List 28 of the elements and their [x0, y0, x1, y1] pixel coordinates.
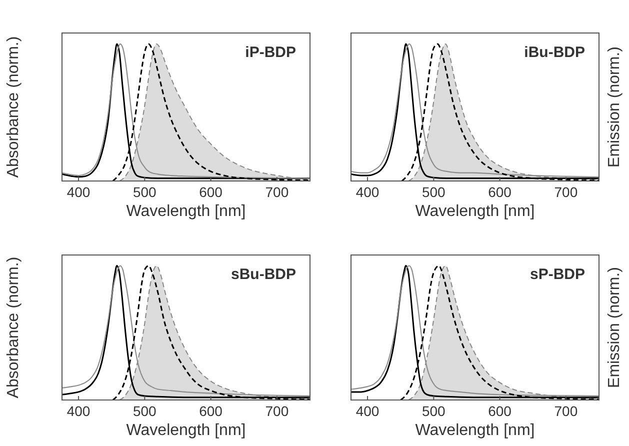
x-axis-title: Wavelength [nm]: [126, 203, 246, 220]
y-axis-title: Absorbance (norm.): [5, 256, 22, 398]
annotation: sBu-BDP: [230, 266, 296, 283]
y2-axis-title: Emission (norm.): [606, 267, 624, 388]
x-tick-label: 400: [356, 403, 380, 419]
x-tick-label: 600: [199, 184, 223, 200]
x-tick-label: 600: [488, 184, 512, 200]
y-axis-title: Absorbance (norm.): [5, 36, 22, 178]
annotation: iP-BDP: [245, 44, 296, 61]
x-tick-label: 500: [422, 403, 446, 419]
x-axis-title: Wavelength [nm]: [415, 203, 535, 220]
x-tick-label: 700: [554, 403, 578, 419]
x-tick-label: 600: [199, 403, 223, 419]
x-tick-label: 500: [132, 403, 157, 419]
x-tick-label: 700: [554, 184, 578, 200]
x-tick-label: 400: [356, 184, 380, 200]
x-tick-label: 400: [66, 184, 90, 200]
x-tick-label: 500: [132, 184, 157, 200]
annotation: sP-BDP: [530, 266, 585, 283]
x-tick-label: 400: [66, 403, 90, 419]
annotation: iBu-BDP: [524, 44, 585, 61]
y2-axis-title: Emission (norm.): [606, 46, 624, 168]
x-tick-label: 600: [488, 403, 512, 419]
x-tick-label: 700: [265, 184, 289, 200]
x-axis-title: Wavelength [nm]: [126, 422, 246, 439]
x-tick-label: 700: [265, 403, 289, 419]
x-tick-label: 500: [422, 184, 446, 200]
x-axis-title: Wavelength [nm]: [415, 422, 535, 439]
